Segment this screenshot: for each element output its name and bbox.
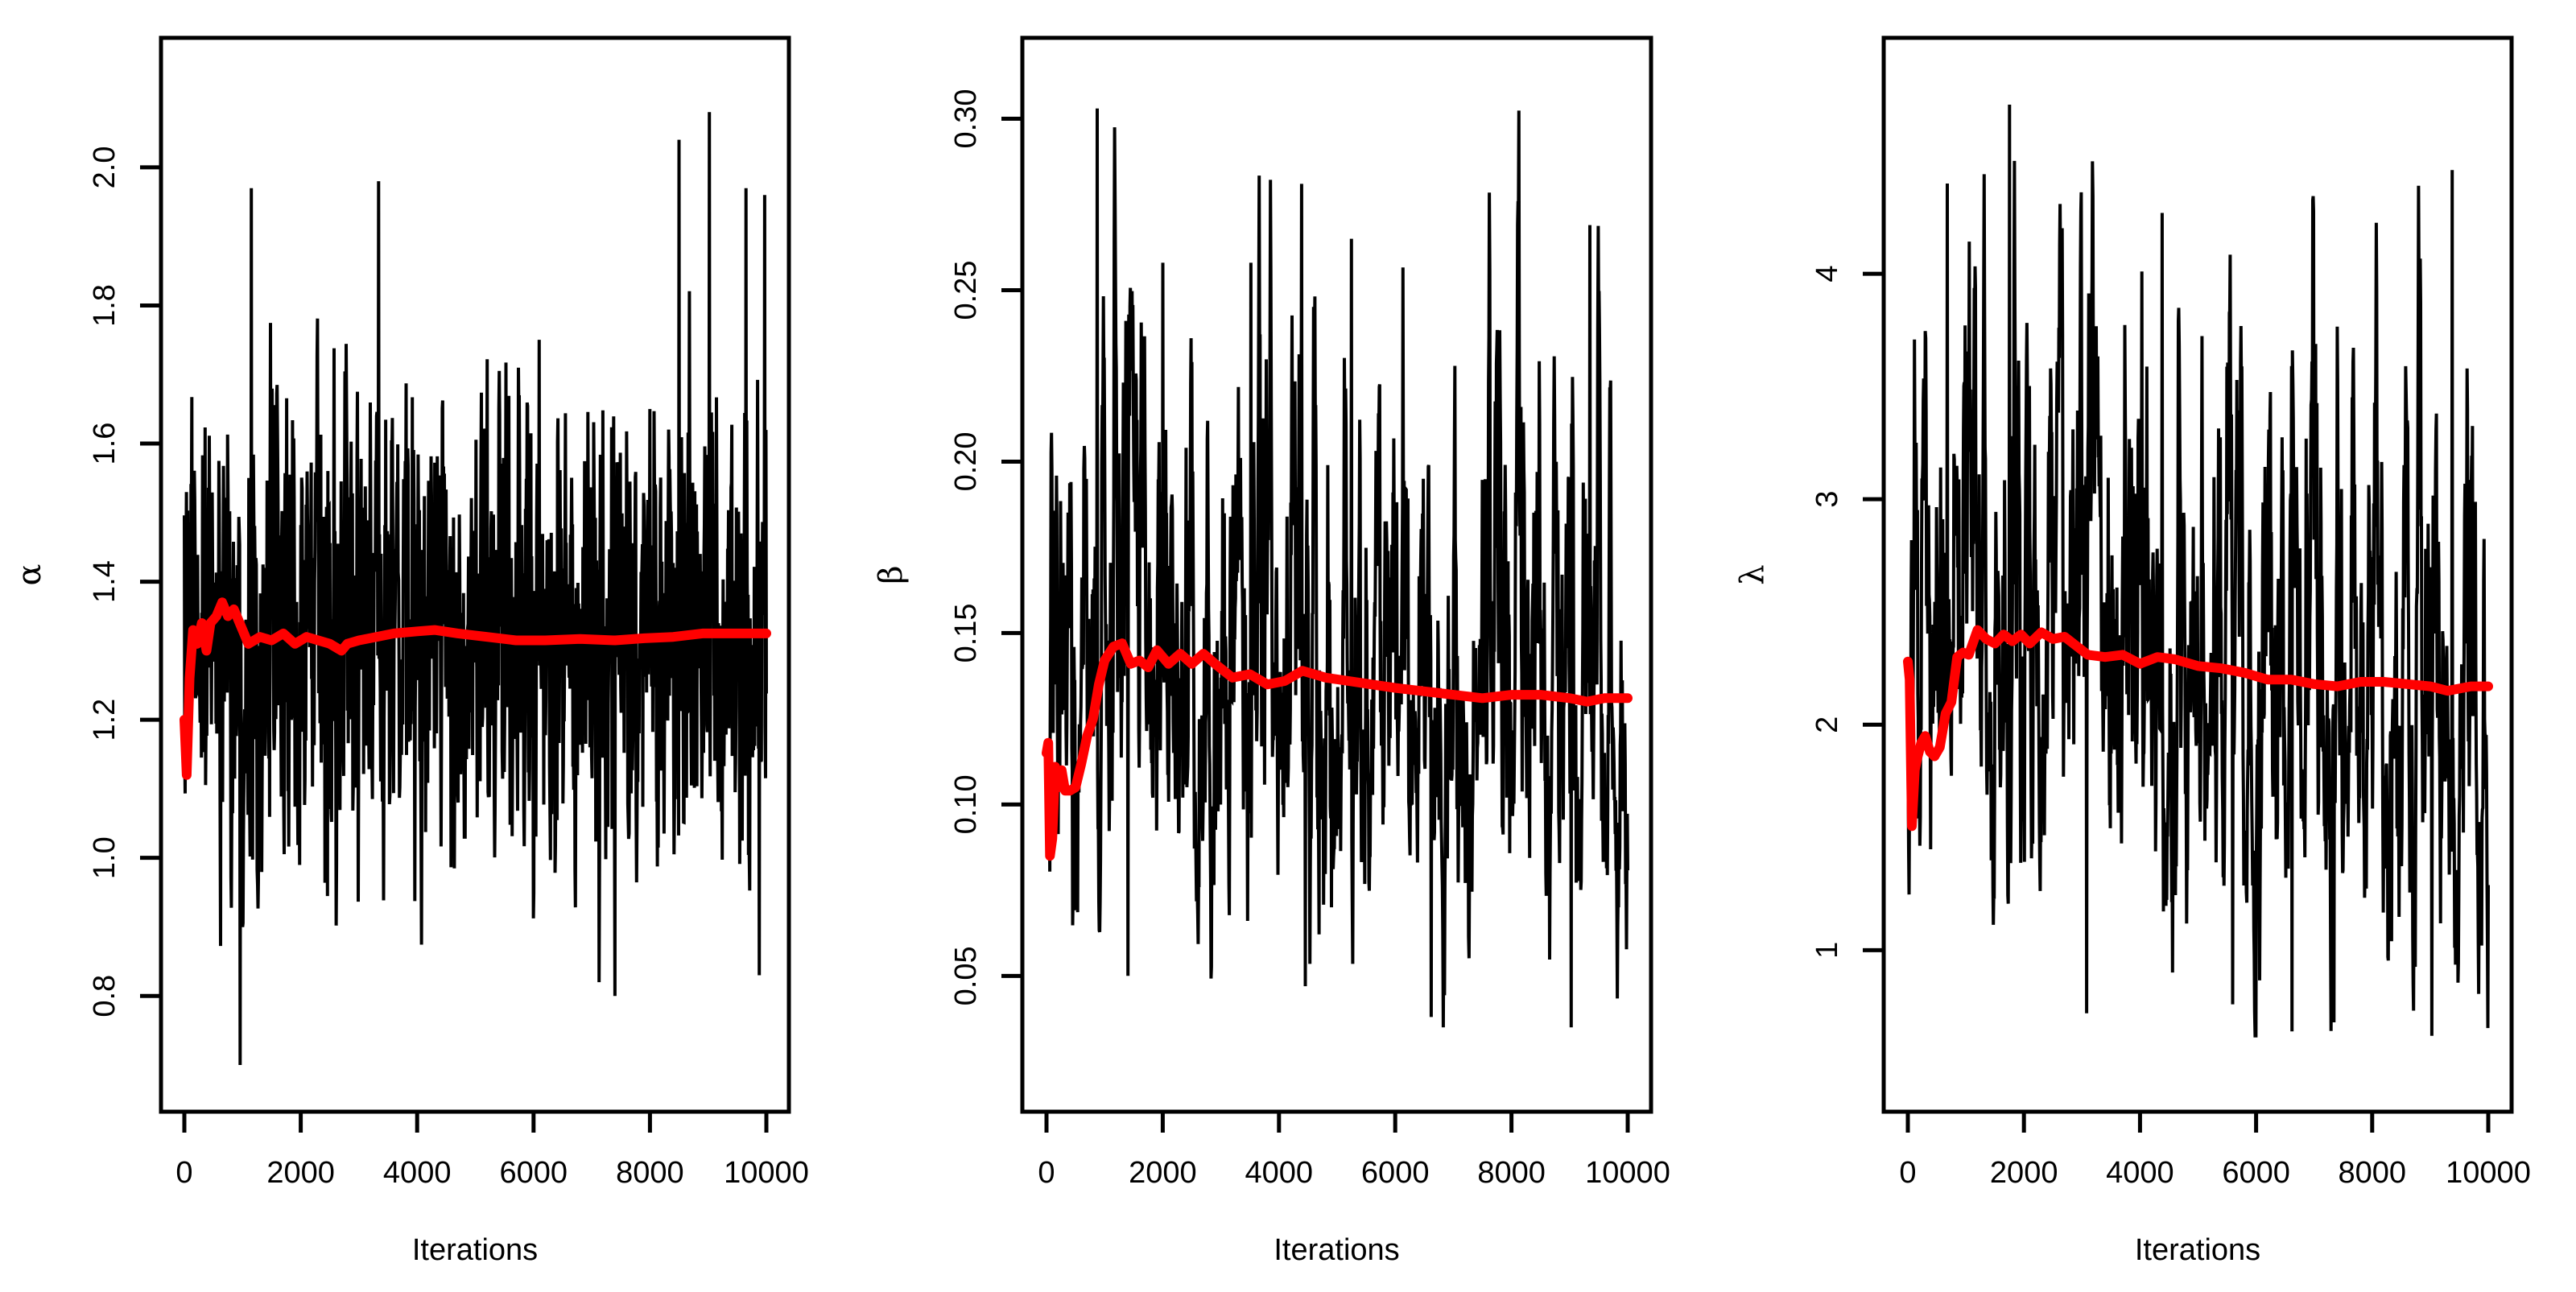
beta-y-axis: 0.05 0.10 0.15 0.20 0.25 0.30 [949,89,1022,1005]
x-tick-label: 4000 [1245,1156,1314,1190]
lambda-trace-line [1906,104,2490,1038]
y-tick-label: 1 [1810,942,1844,959]
x-tick-label: 0 [1038,1156,1055,1190]
x-tick-label: 6000 [500,1156,568,1190]
lambda-y-axis-title: λ [1734,564,1771,584]
beta-running-mean-line [1042,638,1633,861]
y-tick-label: 0.20 [949,431,983,491]
y-tick-label: 0.25 [949,260,983,320]
y-tick-label: 1.6 [88,423,122,465]
alpha-y-axis: 0.8 1.0 1.2 1.4 1.6 1.8 2.0 [88,147,161,1018]
alpha-x-axis: 0 2000 4000 6000 8000 10000 [175,1112,809,1190]
alpha-y-axis-title: α [11,563,48,585]
x-tick-label: 0 [175,1156,192,1190]
x-tick-label: 2000 [266,1156,335,1190]
beta-plot-frame [1020,35,1653,1114]
x-tick-label: 8000 [616,1156,684,1190]
y-tick-label: 0.15 [949,603,983,663]
lambda-x-axis: 0 2000 4000 6000 8000 10000 [1899,1112,2531,1190]
y-tick-label: 0.8 [88,975,122,1018]
y-tick-label: 1.0 [88,836,122,879]
x-tick-label: 10000 [2446,1156,2531,1190]
lambda-running-mean-line [1903,625,2493,832]
y-tick-label: 1.2 [88,699,122,741]
x-tick-label: 8000 [2339,1156,2407,1190]
x-tick-label: 2000 [1129,1156,1197,1190]
y-tick-label: 3 [1810,491,1844,508]
x-tick-label: 6000 [1361,1156,1430,1190]
y-tick-label: 1.8 [88,284,122,327]
beta-y-axis-title: β [873,565,910,584]
panel-beta: 0.05 0.10 0.15 0.20 0.25 0.30 0 2000 4000 6000 80… [873,35,1670,1267]
x-tick-label: 8000 [1477,1156,1546,1190]
x-tick-label: 10000 [1585,1156,1670,1190]
y-tick-label: 2 [1810,716,1844,733]
y-tick-label: 0.05 [949,946,983,1005]
beta-trace-line [1045,108,1629,1028]
beta-x-axis-title: Iterations [1274,1233,1399,1267]
alpha-x-axis-title: Iterations [412,1233,538,1267]
lambda-x-axis-title: Iterations [2135,1233,2260,1267]
lambda-y-axis: 1 2 3 4 [1810,266,1884,959]
x-tick-label: 4000 [383,1156,452,1190]
y-tick-label: 0.10 [949,774,983,834]
lambda-plot-frame [1881,35,2514,1114]
y-tick-label: 1.4 [88,560,122,603]
x-tick-label: 6000 [2222,1156,2290,1190]
x-tick-label: 4000 [2106,1156,2174,1190]
alpha-running-mean-line [180,597,771,780]
x-tick-label: 2000 [1990,1156,2058,1190]
x-tick-label: 10000 [724,1156,809,1190]
panel-lambda: 1 2 3 4 0 2000 4000 6000 8000 10000 Iterations λ [1734,35,2531,1267]
alpha-trace-line [183,112,768,1066]
panel-alpha: 0.8 1.0 1.2 1.4 1.6 1.8 2.0 0 2000 4000 6000 8000 1… [11,35,809,1267]
beta-x-axis: 0 2000 4000 6000 8000 10000 [1038,1112,1670,1190]
x-tick-label: 0 [1899,1156,1916,1190]
alpha-plot-frame [159,35,791,1114]
y-tick-label: 4 [1810,266,1844,283]
y-tick-label: 2.0 [88,147,122,189]
y-tick-label: 0.30 [949,89,983,149]
